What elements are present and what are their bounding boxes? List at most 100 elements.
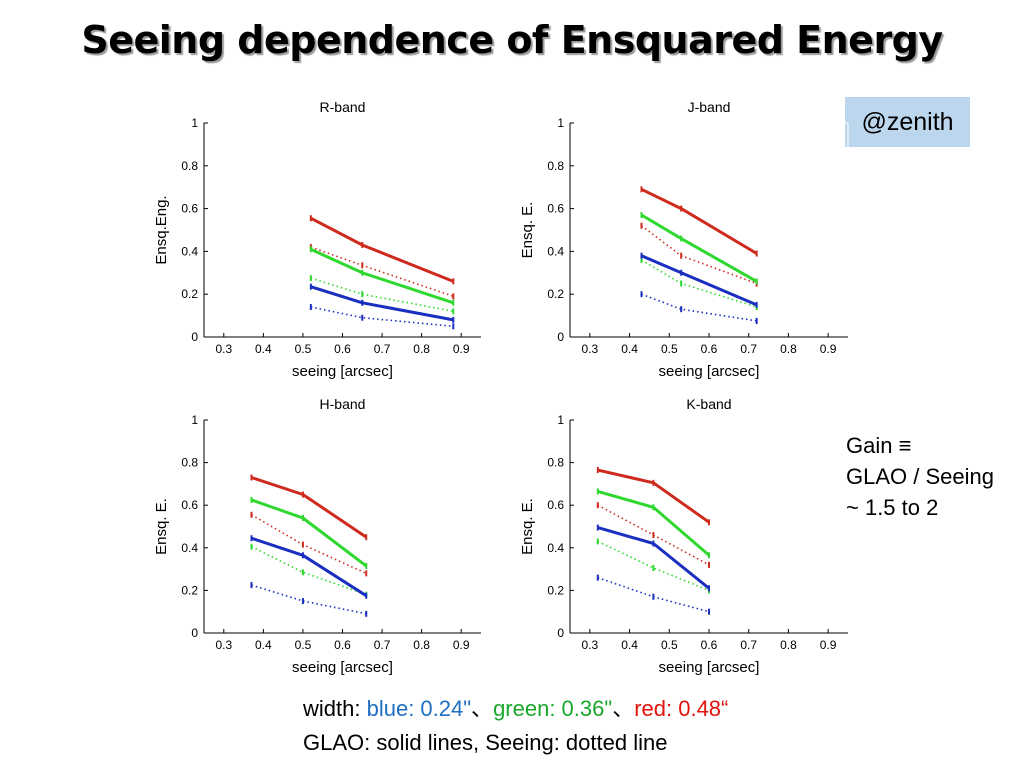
series-blue-solid <box>640 254 758 307</box>
chart-h-band: 0 0.2 0.4 0.6 0.8 1 0.3 0.4 0.5 0.6 0.7 0.8 0.9 H-ban… <box>153 396 482 676</box>
x-tick-label: 0.8 <box>413 638 430 652</box>
y-tick-label: 0 <box>191 330 198 344</box>
y-axis-label: Ensq. E. <box>153 498 170 555</box>
x-axis-label: seeing [arcsec] <box>292 659 393 676</box>
gain-line-2: GLAO / Seeing <box>846 464 994 489</box>
y-tick-label: 0.8 <box>181 159 198 173</box>
y-tick-label: 0.8 <box>547 456 564 470</box>
x-tick-label: 0.9 <box>453 638 470 652</box>
y-axis-label: Ensq.Eng. <box>153 195 170 264</box>
series-blue-dotted <box>251 584 367 615</box>
chart-title: J-band <box>688 99 731 115</box>
y-tick-label: 1 <box>557 116 564 130</box>
y-tick-label: 0.4 <box>181 244 198 258</box>
x-tick-label: 0.7 <box>374 638 391 652</box>
y-tick-label: 0.2 <box>181 583 198 597</box>
x-tick-label: 0.7 <box>374 342 391 356</box>
y-tick-label: 1 <box>191 413 198 427</box>
y-tick-label: 0.6 <box>181 202 198 216</box>
y-axis-label: Ensq. E. <box>519 202 536 259</box>
width-blue: blue: 0.24" <box>366 696 472 721</box>
y-tick-label: 0.2 <box>547 287 564 301</box>
y-tick-label: 0 <box>191 626 198 640</box>
slide-title: Seeing dependence of Ensquared Energy <box>81 18 943 62</box>
x-tick-label: 0.4 <box>255 342 272 356</box>
series-green-solid <box>251 498 368 568</box>
x-axis-label: seeing [arcsec] <box>292 363 393 380</box>
x-tick-label: 0.4 <box>255 638 272 652</box>
x-tick-label: 0.6 <box>701 638 718 652</box>
width-red: red: 0.48“ <box>634 696 729 721</box>
chart-title: R-band <box>320 99 366 115</box>
footer-line-legend: GLAO: solid lines, Seeing: dotted line <box>303 730 668 755</box>
x-tick-label: 0.9 <box>820 342 837 356</box>
series-blue-solid <box>310 285 454 322</box>
series-green-solid <box>640 213 758 283</box>
y-tick-label: 0.2 <box>181 287 198 301</box>
y-tick-label: 1 <box>191 116 198 130</box>
plot-area <box>203 122 482 338</box>
series-blue-solid <box>251 536 368 597</box>
series-red-dotted <box>641 225 757 285</box>
x-tick-label: 0.8 <box>780 638 797 652</box>
chart-title: K-band <box>686 396 731 412</box>
y-tick-label: 0.8 <box>547 159 564 173</box>
x-tick-label: 0.5 <box>295 638 312 652</box>
y-tick-label: 0.6 <box>547 202 564 216</box>
gain-line-1: Gain ≡ <box>846 433 912 458</box>
width-separator: 、 <box>612 696 635 721</box>
x-tick-label: 0.5 <box>661 342 678 356</box>
x-tick-label: 0.6 <box>334 342 351 356</box>
y-tick-label: 0 <box>557 330 564 344</box>
x-tick-label: 0.5 <box>295 342 312 356</box>
x-tick-label: 0.6 <box>334 638 351 652</box>
footer-line-widths: width: blue: 0.24"、green: 0.36"、red: 0.4… <box>303 692 728 726</box>
chart-title: H-band <box>320 396 366 412</box>
width-prefix: width: <box>303 696 367 721</box>
x-tick-label: 0.9 <box>820 638 837 652</box>
x-tick-label: 0.4 <box>621 342 638 356</box>
y-tick-label: 0.6 <box>181 498 198 512</box>
y-tick-label: 0.8 <box>181 456 198 470</box>
plot-area <box>569 419 849 634</box>
series-red-solid <box>310 216 454 283</box>
x-tick-label: 0.7 <box>740 638 757 652</box>
y-tick-label: 0.4 <box>547 244 564 258</box>
x-tick-label: 0.7 <box>740 342 757 356</box>
plot-area <box>203 419 482 634</box>
y-tick-label: 0.4 <box>181 541 198 555</box>
chart-j-band: 0 0.2 0.4 0.6 0.8 1 0.3 0.4 0.5 0.6 0.7 0.8 0.9 J-ban… <box>519 99 849 380</box>
x-tick-label: 0.3 <box>215 342 232 356</box>
plot-area <box>569 122 849 338</box>
x-tick-label: 0.3 <box>582 342 599 356</box>
x-tick-label: 0.8 <box>780 342 797 356</box>
x-tick-label: 0.4 <box>621 638 638 652</box>
zenith-badge: @zenith <box>845 97 970 147</box>
y-tick-label: 0.4 <box>547 541 564 555</box>
series-blue-dotted <box>310 306 454 328</box>
width-separator: 、 <box>471 696 494 721</box>
x-axis-label: seeing [arcsec] <box>659 363 760 380</box>
width-green: green: 0.36" <box>493 696 613 721</box>
y-tick-label: 1 <box>557 413 564 427</box>
gain-line-3: ~ 1.5 to 2 <box>846 495 939 520</box>
gain-note: Gain ≡ GLAO / Seeing ~ 1.5 to 2 <box>846 430 994 523</box>
series-green-dotted <box>251 545 367 596</box>
y-tick-label: 0.2 <box>547 583 564 597</box>
y-tick-label: 0 <box>557 626 564 640</box>
x-axis-label: seeing [arcsec] <box>659 659 760 676</box>
x-tick-label: 0.5 <box>661 638 678 652</box>
x-tick-label: 0.8 <box>413 342 430 356</box>
footer-note: width: blue: 0.24"、green: 0.36"、red: 0.4… <box>303 692 728 760</box>
x-tick-label: 0.6 <box>701 342 718 356</box>
chart-r-band: 0 0.2 0.4 0.6 0.8 1 0.3 0.4 0.5 0.6 0.7 0.8 0.9 R-ban… <box>153 99 482 380</box>
series-blue-dotted <box>641 293 757 322</box>
chart-k-band: 0 0.2 0.4 0.6 0.8 1 0.3 0.4 0.5 0.6 0.7 0.8 0.9 K-ban… <box>519 396 849 676</box>
x-tick-label: 0.3 <box>582 638 599 652</box>
x-tick-label: 0.9 <box>453 342 470 356</box>
y-tick-label: 0.6 <box>547 498 564 512</box>
y-axis-label: Ensq. E. <box>519 498 536 555</box>
series-red-solid <box>640 187 758 255</box>
x-tick-label: 0.3 <box>215 638 232 652</box>
